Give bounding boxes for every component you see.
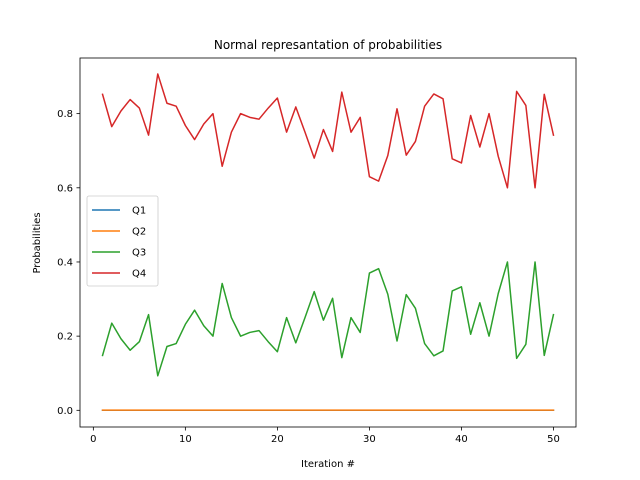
series-line-q4 [101, 73, 555, 189]
x-tick-label: 40 [455, 434, 468, 445]
chart-title: Normal represantation of probabilities [214, 38, 442, 52]
y-axis: 0.0 0.2 0.4 0.6 0.8 [57, 109, 80, 417]
y-tick-label: 0.8 [57, 109, 73, 120]
legend-box [86, 195, 159, 287]
legend-label-q3: Q3 [132, 248, 146, 259]
x-axis-title: Iteration # [301, 459, 355, 470]
y-axis-title: Probabilities [32, 212, 43, 273]
legend-label-q4: Q4 [132, 269, 146, 280]
y-tick-label: 0.6 [57, 183, 73, 194]
legend: Q1 Q2 Q3 Q4 [86, 195, 159, 287]
x-axis: 0 10 20 30 40 50 [90, 427, 560, 445]
x-tick-label: 30 [363, 434, 376, 445]
legend-label-q2: Q2 [132, 227, 146, 238]
plot-frame [79, 57, 577, 428]
y-tick-label: 0.2 [57, 332, 73, 343]
series-layer [101, 73, 555, 412]
y-tick-label: 0.4 [57, 257, 73, 268]
y-tick-label: 0.0 [57, 406, 73, 417]
x-tick-label: 50 [547, 434, 560, 445]
legend-label-q1: Q1 [132, 206, 146, 217]
x-tick-label: 10 [179, 434, 192, 445]
x-tick-label: 20 [271, 434, 284, 445]
x-tick-label: 0 [90, 434, 96, 445]
series-line-q3 [101, 261, 555, 377]
